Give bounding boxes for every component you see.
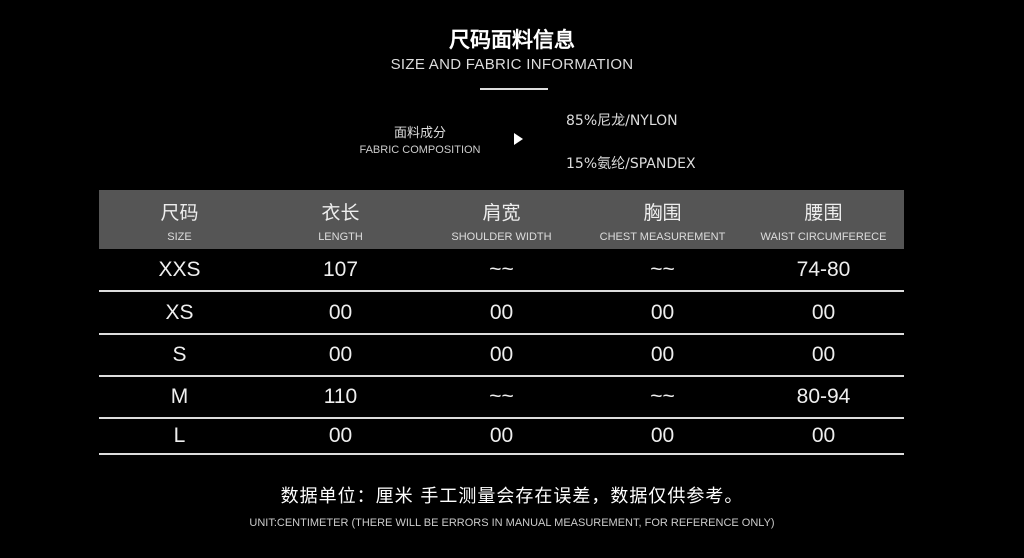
- table-cell: 00: [811, 424, 836, 447]
- fabric-component: 85%尼龙/NYLON: [566, 113, 678, 129]
- fabric-label-en: FABRIC COMPOSITION: [359, 144, 481, 156]
- table-row: L 00 00 00 00: [99, 419, 904, 455]
- column-header-en: WAIST CIRCUMFERECE: [760, 231, 887, 243]
- column-header-cn: 衣长: [321, 202, 360, 224]
- column-header: 腰围 WAIST CIRCUMFERECE: [743, 190, 904, 249]
- table-cell: 00: [650, 424, 675, 447]
- page-title: 尺码面料信息: [449, 28, 575, 52]
- table-cell: ~~: [650, 385, 675, 408]
- table-cell: 00: [811, 300, 836, 324]
- fabric-label-cn: 面料成分: [393, 126, 446, 141]
- table-cell: 00: [650, 300, 675, 324]
- table-cell: 00: [328, 424, 353, 447]
- table-cell: 00: [328, 343, 353, 366]
- table-cell: M: [170, 385, 189, 408]
- column-header-cn: 腰围: [804, 202, 843, 224]
- table-row: XS 00 00 00 00: [99, 292, 904, 335]
- column-header-en: SHOULDER WIDTH: [451, 231, 552, 243]
- page-subtitle: SIZE AND FABRIC INFORMATION: [390, 56, 634, 73]
- table-cell: 00: [489, 424, 514, 447]
- unit-note-cn: 数据单位：厘米 手工测量会存在误差，数据仅供参考。: [280, 486, 744, 507]
- table-body: XXS 107 ~~ ~~ 74-80 XS 00 00 00 00 S 00 00 00 00 M 110 ~~…: [99, 249, 904, 455]
- table-cell: 110: [323, 385, 358, 408]
- table-cell: ~~: [489, 257, 514, 281]
- table-row: S 00 00 00 00: [99, 335, 904, 377]
- table-cell: 107: [322, 257, 359, 281]
- column-header-cn: 肩宽: [482, 202, 521, 224]
- column-header: 胸围 CHEST MEASUREMENT: [582, 190, 743, 249]
- table-cell: 00: [650, 343, 675, 366]
- divider: [480, 88, 548, 90]
- table-row: M 110 ~~ ~~ 80-94: [99, 377, 904, 419]
- table-cell: 00: [489, 300, 514, 324]
- table-cell: 00: [811, 343, 836, 366]
- table-cell: XXS: [158, 257, 201, 281]
- table-row: XXS 107 ~~ ~~ 74-80: [99, 249, 904, 292]
- table-cell: L: [173, 424, 186, 447]
- column-header: 肩宽 SHOULDER WIDTH: [421, 190, 582, 249]
- table-cell: 00: [489, 343, 514, 366]
- table-cell: ~~: [489, 385, 514, 408]
- size-table: 尺码 SIZE 衣长 LENGTH 肩宽 SHOULDER WIDTH 胸围 CHEST…: [99, 190, 904, 455]
- table-cell: 74-80: [796, 257, 851, 281]
- column-header: 尺码 SIZE: [99, 190, 260, 249]
- column-header-en: LENGTH: [318, 231, 363, 243]
- table-cell: S: [172, 343, 187, 366]
- table-cell: 00: [328, 300, 353, 324]
- table-header: 尺码 SIZE 衣长 LENGTH 肩宽 SHOULDER WIDTH 胸围 CHEST…: [99, 190, 904, 249]
- play-triangle-icon: [514, 133, 523, 145]
- column-header-en: SIZE: [167, 231, 192, 243]
- column-header-en: CHEST MEASUREMENT: [599, 231, 726, 243]
- table-cell: 80-94: [796, 385, 851, 408]
- unit-note-en: UNIT:CENTIMETER (THERE WILL BE ERRORS IN…: [249, 517, 775, 529]
- table-cell: XS: [165, 300, 194, 324]
- table-cell: ~~: [650, 257, 675, 281]
- column-header: 衣长 LENGTH: [260, 190, 421, 249]
- column-header-cn: 尺码: [160, 202, 199, 224]
- column-header-cn: 胸围: [643, 202, 682, 224]
- fabric-component: 15%氨纶/SPANDEX: [566, 156, 696, 172]
